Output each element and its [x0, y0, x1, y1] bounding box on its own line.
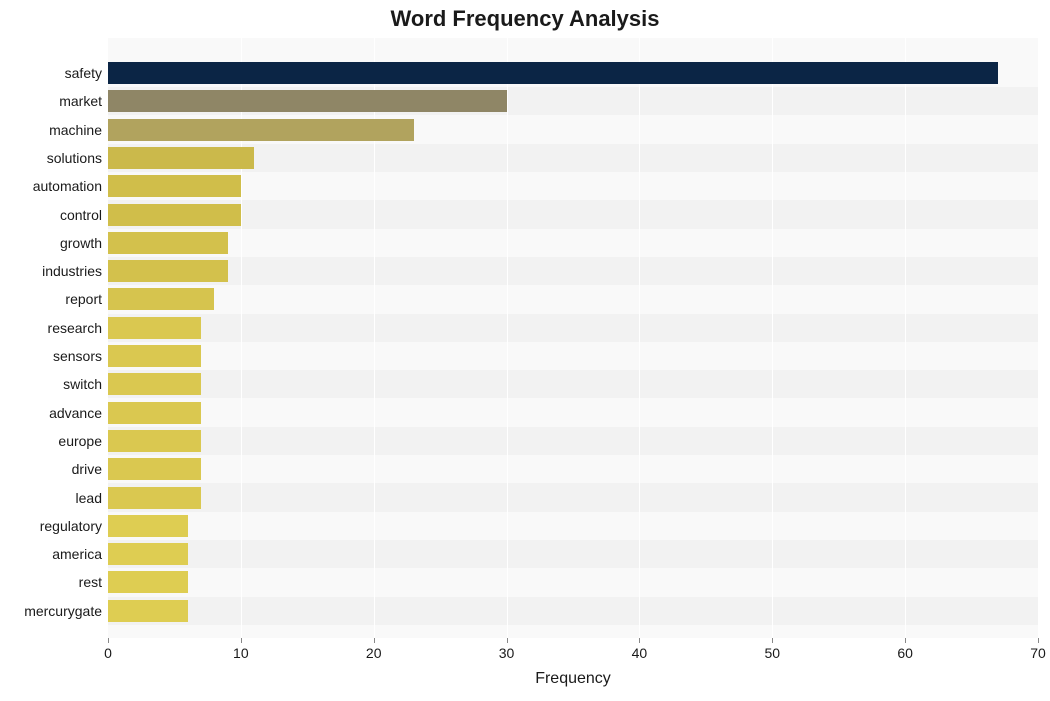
- grid-line: [905, 38, 906, 638]
- bar: [108, 260, 228, 282]
- bar: [108, 317, 201, 339]
- y-axis-label: switch: [0, 373, 102, 395]
- x-tick-label: 20: [366, 645, 382, 661]
- y-axis-label: america: [0, 543, 102, 565]
- y-axis-label: automation: [0, 175, 102, 197]
- y-axis-label: control: [0, 204, 102, 226]
- x-tick-label: 0: [104, 645, 112, 661]
- y-axis-label: drive: [0, 458, 102, 480]
- y-axis-label: report: [0, 288, 102, 310]
- grid-line: [772, 38, 773, 638]
- bar: [108, 204, 241, 226]
- y-axis-label: advance: [0, 402, 102, 424]
- bar: [108, 288, 214, 310]
- x-tick-mark: [772, 638, 773, 643]
- bar: [108, 175, 241, 197]
- grid-band: [108, 540, 1038, 568]
- y-axis-label: safety: [0, 62, 102, 84]
- y-axis-label: lead: [0, 487, 102, 509]
- bar: [108, 147, 254, 169]
- bar: [108, 458, 201, 480]
- grid-band: [108, 597, 1038, 625]
- x-tick-mark: [374, 638, 375, 643]
- y-axis-label: regulatory: [0, 515, 102, 537]
- y-axis-label: growth: [0, 232, 102, 254]
- x-tick-label: 10: [233, 645, 249, 661]
- bar: [108, 543, 188, 565]
- bar: [108, 90, 507, 112]
- chart-title: Word Frequency Analysis: [0, 6, 1050, 32]
- y-axis-label: europe: [0, 430, 102, 452]
- y-axis-label: solutions: [0, 147, 102, 169]
- x-tick-label: 30: [499, 645, 515, 661]
- word-frequency-chart: Word Frequency Analysis Frequency safety…: [0, 0, 1050, 701]
- bar: [108, 487, 201, 509]
- x-tick-label: 70: [1030, 645, 1046, 661]
- bar: [108, 62, 998, 84]
- bar: [108, 402, 201, 424]
- bar: [108, 515, 188, 537]
- x-tick-mark: [1038, 638, 1039, 643]
- grid-line: [639, 38, 640, 638]
- bar: [108, 345, 201, 367]
- bar: [108, 600, 188, 622]
- bar: [108, 119, 414, 141]
- x-tick-mark: [507, 638, 508, 643]
- y-axis-label: market: [0, 90, 102, 112]
- grid-line: [1038, 38, 1039, 638]
- x-tick-label: 40: [632, 645, 648, 661]
- y-axis-label: rest: [0, 571, 102, 593]
- grid-band: [108, 314, 1038, 342]
- bar: [108, 571, 188, 593]
- y-axis-label: mercurygate: [0, 600, 102, 622]
- grid-band: [108, 427, 1038, 455]
- grid-band: [108, 200, 1038, 228]
- bar: [108, 430, 201, 452]
- y-axis-label: machine: [0, 119, 102, 141]
- grid-band: [108, 483, 1038, 511]
- grid-band: [108, 257, 1038, 285]
- bar: [108, 373, 201, 395]
- x-tick-mark: [108, 638, 109, 643]
- y-axis-label: sensors: [0, 345, 102, 367]
- x-tick-mark: [639, 638, 640, 643]
- grid-line: [507, 38, 508, 638]
- x-tick-label: 60: [897, 645, 913, 661]
- x-tick-mark: [905, 638, 906, 643]
- x-axis-label: Frequency: [108, 670, 1038, 688]
- x-tick-label: 50: [764, 645, 780, 661]
- grid-band: [108, 370, 1038, 398]
- plot-area: [108, 38, 1038, 638]
- x-tick-mark: [241, 638, 242, 643]
- y-axis-label: research: [0, 317, 102, 339]
- bar: [108, 232, 228, 254]
- y-axis-label: industries: [0, 260, 102, 282]
